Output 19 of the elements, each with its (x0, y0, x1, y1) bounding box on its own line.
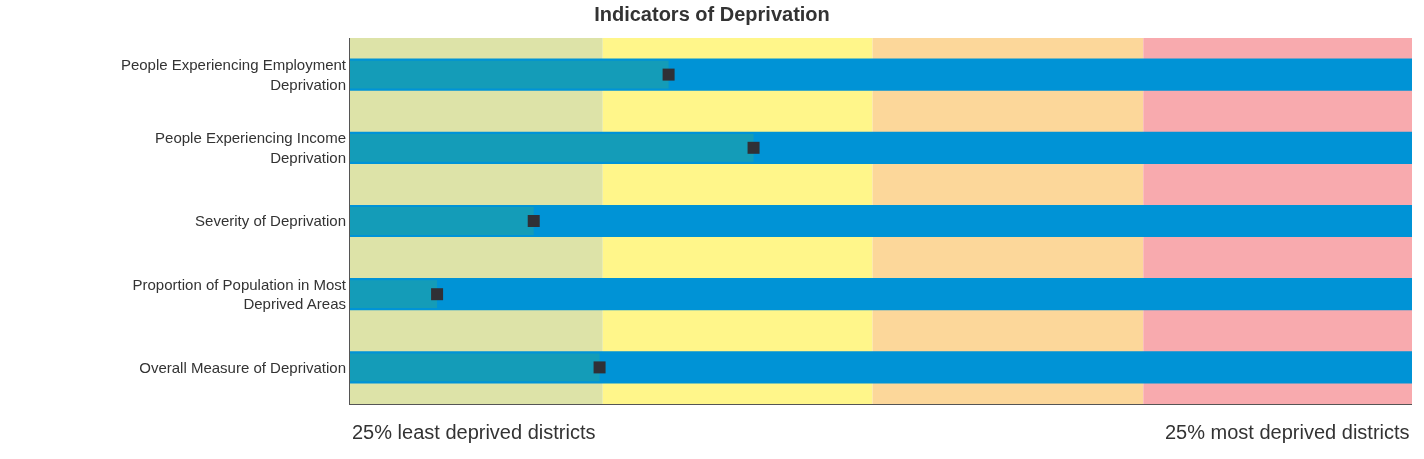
y-tick-label: People Experiencing Employment Deprivation (120, 56, 347, 93)
point (662, 68, 675, 81)
y-tick-label: Severity of Deprivation (195, 212, 346, 230)
point (593, 361, 606, 374)
text: 25% most deprived districts (1165, 421, 1410, 443)
bar (350, 278, 1412, 311)
text: 25% least deprived districts (352, 421, 596, 443)
point (431, 288, 444, 301)
chart-title: Indicators of Deprivation (594, 2, 830, 25)
bar (350, 60, 669, 89)
y-tick-label: People Experiencing Income Deprivation (155, 129, 346, 166)
bar (350, 280, 438, 309)
point (747, 141, 760, 154)
point (527, 215, 540, 227)
bar (350, 133, 754, 162)
bar (350, 353, 600, 382)
y-tick-label: Proportion of Population in Most Deprived Areas (132, 275, 347, 313)
bar (350, 207, 534, 235)
y-tick-label: Overall Measure of Deprivation (139, 358, 346, 376)
